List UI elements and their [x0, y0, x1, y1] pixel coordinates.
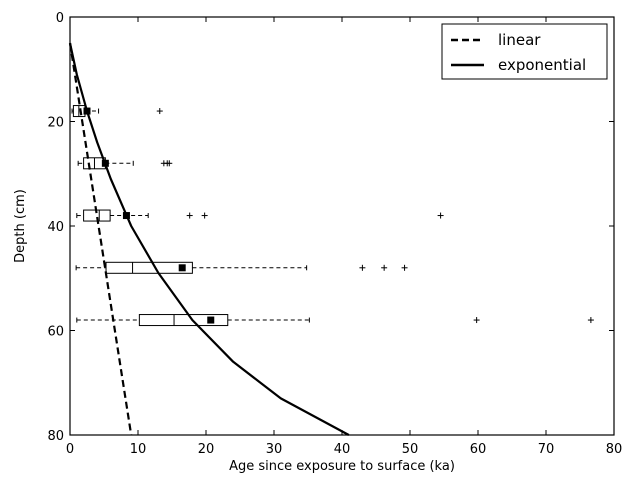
legend-label-linear: linear: [498, 31, 541, 49]
y-tick-label: 20: [47, 116, 64, 131]
y-tick-label: 80: [47, 429, 64, 444]
series-line-exponential: [68, 42, 350, 436]
mean-marker: [207, 316, 215, 324]
x-tick-label: 60: [470, 442, 487, 457]
y-tick-label: 60: [47, 325, 64, 340]
x-tick-label: 0: [66, 442, 74, 457]
chart-marks: [68, 42, 594, 436]
boxplot-48: [75, 261, 408, 274]
y-tick-label: 0: [56, 11, 64, 26]
boxplot-38: [76, 209, 444, 222]
y-tick-label: 40: [47, 220, 64, 235]
box-iqr: [105, 261, 193, 274]
x-tick-label: 10: [130, 442, 147, 457]
x-tick-label: 20: [198, 442, 215, 457]
x-axis-label: Age since exposure to surface (ka): [229, 459, 455, 474]
box-iqr: [138, 314, 229, 327]
plot-frame: [69, 16, 615, 436]
x-tick-label: 80: [606, 442, 623, 457]
boxplot-58: [76, 314, 594, 327]
x-tick-label: 50: [402, 442, 419, 457]
x-tick-label: 70: [538, 442, 555, 457]
boxplot-28: [77, 157, 173, 170]
legend-box: [441, 23, 608, 80]
x-tick-label: 40: [334, 442, 351, 457]
series-line-linear: [68, 42, 133, 436]
mean-marker: [178, 264, 186, 272]
legend: linear exponential: [441, 23, 608, 80]
y-axis-label: Depth (cm): [13, 189, 28, 263]
x-tick-label: 30: [266, 442, 283, 457]
legend-label-exponential: exponential: [498, 56, 586, 74]
